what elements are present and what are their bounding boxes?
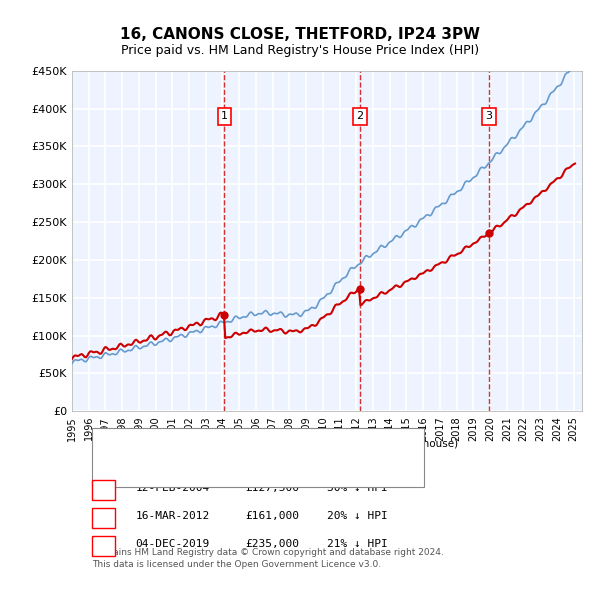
Text: 2: 2 [100,510,107,523]
Text: 1: 1 [221,111,228,121]
FancyBboxPatch shape [92,428,424,487]
FancyBboxPatch shape [92,508,115,528]
Text: 2: 2 [356,111,364,121]
Text: 20% ↓ HPI: 20% ↓ HPI [327,512,388,522]
Text: 16, CANONS CLOSE, THETFORD, IP24 3PW: 16, CANONS CLOSE, THETFORD, IP24 3PW [120,27,480,41]
Text: 16-MAR-2012: 16-MAR-2012 [136,512,210,522]
Text: Price paid vs. HM Land Registry's House Price Index (HPI): Price paid vs. HM Land Registry's House … [121,44,479,57]
Text: 04-DEC-2019: 04-DEC-2019 [136,539,210,549]
Text: 16, CANONS CLOSE, THETFORD, IP24 3PW (detached house): 16, CANONS CLOSE, THETFORD, IP24 3PW (de… [143,438,458,448]
Text: HPI: Average price, detached house, Breckland: HPI: Average price, detached house, Brec… [143,465,388,475]
Text: £127,500: £127,500 [245,483,299,493]
Text: Contains HM Land Registry data © Crown copyright and database right 2024.
This d: Contains HM Land Registry data © Crown c… [92,548,444,569]
Text: 21% ↓ HPI: 21% ↓ HPI [327,539,388,549]
Text: 3: 3 [485,111,492,121]
Text: 1: 1 [100,482,107,495]
FancyBboxPatch shape [92,480,115,500]
Text: £161,000: £161,000 [245,512,299,522]
Text: £235,000: £235,000 [245,539,299,549]
Text: 30% ↓ HPI: 30% ↓ HPI [327,483,388,493]
Text: 3: 3 [100,537,107,550]
FancyBboxPatch shape [92,536,115,556]
Text: 12-FEB-2004: 12-FEB-2004 [136,483,210,493]
